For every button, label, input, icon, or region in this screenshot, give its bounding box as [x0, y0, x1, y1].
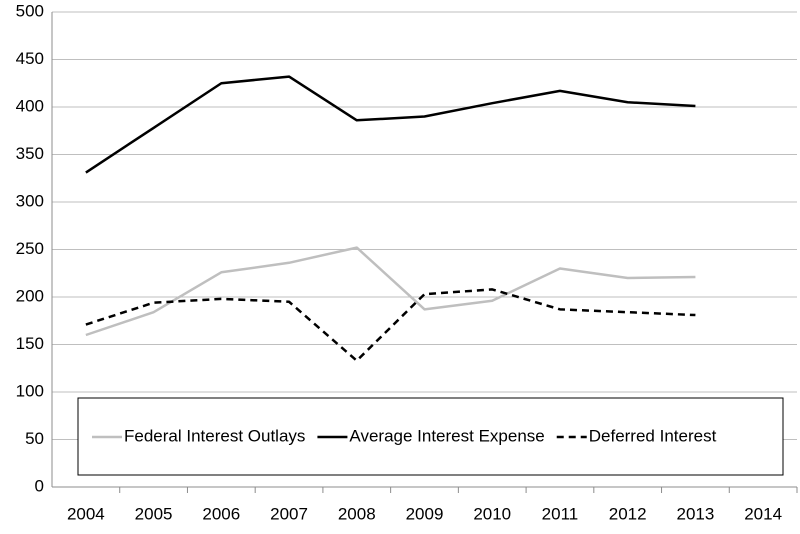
y-tick-label: 200 — [16, 286, 44, 305]
y-tick-label: 500 — [16, 1, 44, 20]
series-line — [85, 75, 696, 174]
y-tick-label: 300 — [16, 191, 44, 210]
legend-label: Federal Interest Outlays — [124, 426, 305, 445]
x-tick-label: 2013 — [676, 504, 714, 523]
x-tick-label: 2010 — [473, 504, 511, 523]
x-tick-label: 2006 — [202, 504, 240, 523]
x-tick-label: 2014 — [744, 504, 782, 523]
y-tick-label: 50 — [25, 429, 44, 448]
x-tick-label: 2005 — [135, 504, 173, 523]
x-tick-label: 2007 — [270, 504, 308, 523]
series-line — [85, 288, 696, 362]
series-line — [85, 246, 696, 337]
x-tick-label: 2011 — [542, 504, 579, 523]
y-tick-label: 400 — [16, 96, 44, 115]
x-tick-label: 2009 — [406, 504, 444, 523]
x-tick-label: 2004 — [67, 504, 105, 523]
x-tick-label: 2012 — [609, 504, 647, 523]
y-tick-label: 450 — [16, 49, 44, 68]
y-tick-label: 100 — [16, 381, 44, 400]
x-tick-label: 2008 — [338, 504, 376, 523]
y-tick-label: 150 — [16, 334, 44, 353]
legend-label: Average Interest Expense — [349, 426, 544, 445]
y-tick-label: 350 — [16, 144, 44, 163]
y-tick-label: 0 — [35, 476, 44, 495]
legend-box — [77, 397, 784, 476]
y-tick-label: 250 — [16, 239, 44, 258]
legend-label: Deferred Interest — [589, 426, 717, 445]
